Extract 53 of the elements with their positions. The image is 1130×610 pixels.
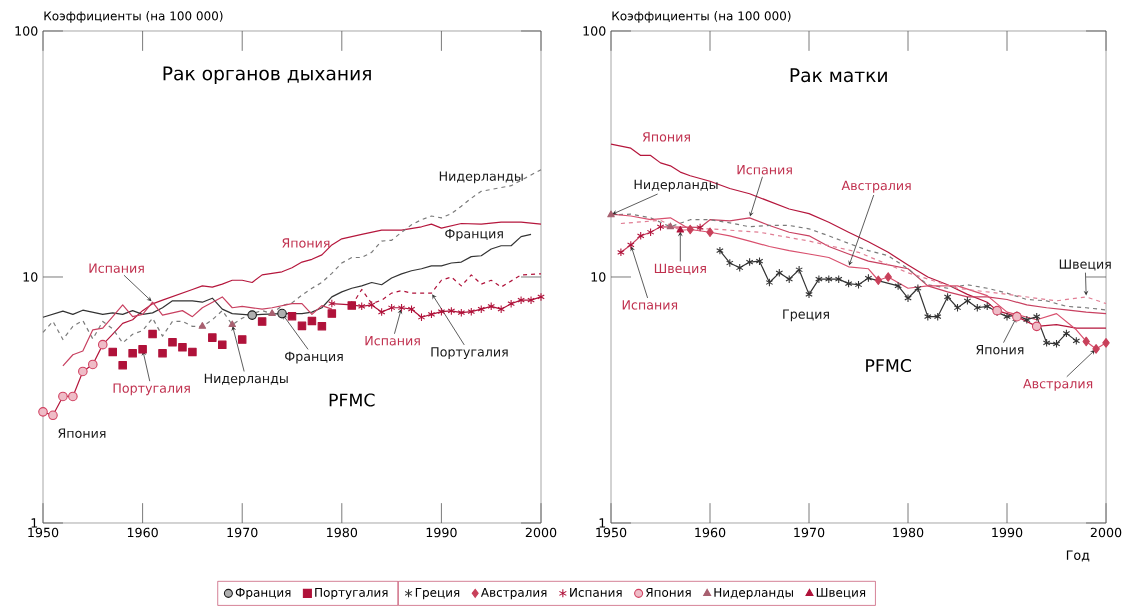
x-tick-label: 2000 <box>1090 527 1122 538</box>
text: Рак органов дыхания <box>163 66 371 85</box>
x-tick-label: 1990 <box>426 527 457 538</box>
legend-label: Греция <box>415 587 460 600</box>
legend-label: Япония <box>646 587 691 597</box>
legend-label: Испания <box>570 587 622 597</box>
x-tick-label: 2000 <box>525 527 557 538</box>
x-tick-label: 1970 <box>794 527 825 538</box>
legend-label: Португалия <box>315 587 388 600</box>
annotation: Франция <box>445 229 503 241</box>
x-tick-label: 1950 <box>596 527 627 538</box>
text: Рак матки <box>790 68 887 83</box>
annotation: Греция <box>783 309 829 322</box>
annotation: Франция <box>285 351 343 364</box>
annotation: PFMC <box>329 393 375 407</box>
legend-label: Нидерланды <box>714 587 793 600</box>
x-tick-label: 1970 <box>227 527 258 538</box>
annotation: Испания <box>737 165 792 175</box>
x-tick-label: 1980 <box>893 527 924 538</box>
annotation: PFMC <box>866 359 912 373</box>
y-tick-label: 10 <box>591 272 606 282</box>
annotation: Швеция <box>1059 259 1111 271</box>
x-tick-label: 1960 <box>127 527 158 538</box>
legend-label: Швеция <box>816 587 866 599</box>
annotation: Португалия <box>431 347 508 360</box>
y-tick-label: 1 <box>599 518 606 528</box>
y-tick-label: 10 <box>23 272 38 282</box>
y-tick-label: 1 <box>31 518 38 528</box>
annotation: Япония <box>282 238 330 248</box>
y-axis-title: Коэффициенты (на 100 000) <box>44 11 223 23</box>
x-axis-title: Год <box>1066 550 1090 562</box>
annotation: Испания <box>89 263 144 273</box>
x-tick-label: 1950 <box>28 527 59 538</box>
annotation: Испания <box>365 336 420 346</box>
x-tick-label: 1980 <box>327 527 358 538</box>
annotation: Испания <box>622 300 678 310</box>
annotation: Австралия <box>1023 378 1093 391</box>
annotation: Нидерланды <box>634 179 718 192</box>
annotation: Япония <box>642 132 690 142</box>
annotation: Япония <box>58 428 106 439</box>
annotation: Австралия <box>841 180 911 193</box>
annotation: Нидерланды <box>204 373 288 386</box>
y-tick-label: 100 <box>15 26 38 36</box>
annotation: Португалия <box>113 383 190 396</box>
annotation: Швеция <box>654 263 706 275</box>
legend-label: Австралия <box>480 587 547 600</box>
x-tick-label: 1990 <box>992 527 1023 538</box>
y-tick-label: 100 <box>583 26 606 36</box>
legend-label: Франция <box>235 587 291 600</box>
annotation: Япония <box>976 344 1024 355</box>
x-tick-label: 1960 <box>695 527 726 538</box>
annotation: Нидерланды <box>439 171 523 184</box>
y-axis-title: Коэффициенты (на 100 000) <box>612 11 791 23</box>
